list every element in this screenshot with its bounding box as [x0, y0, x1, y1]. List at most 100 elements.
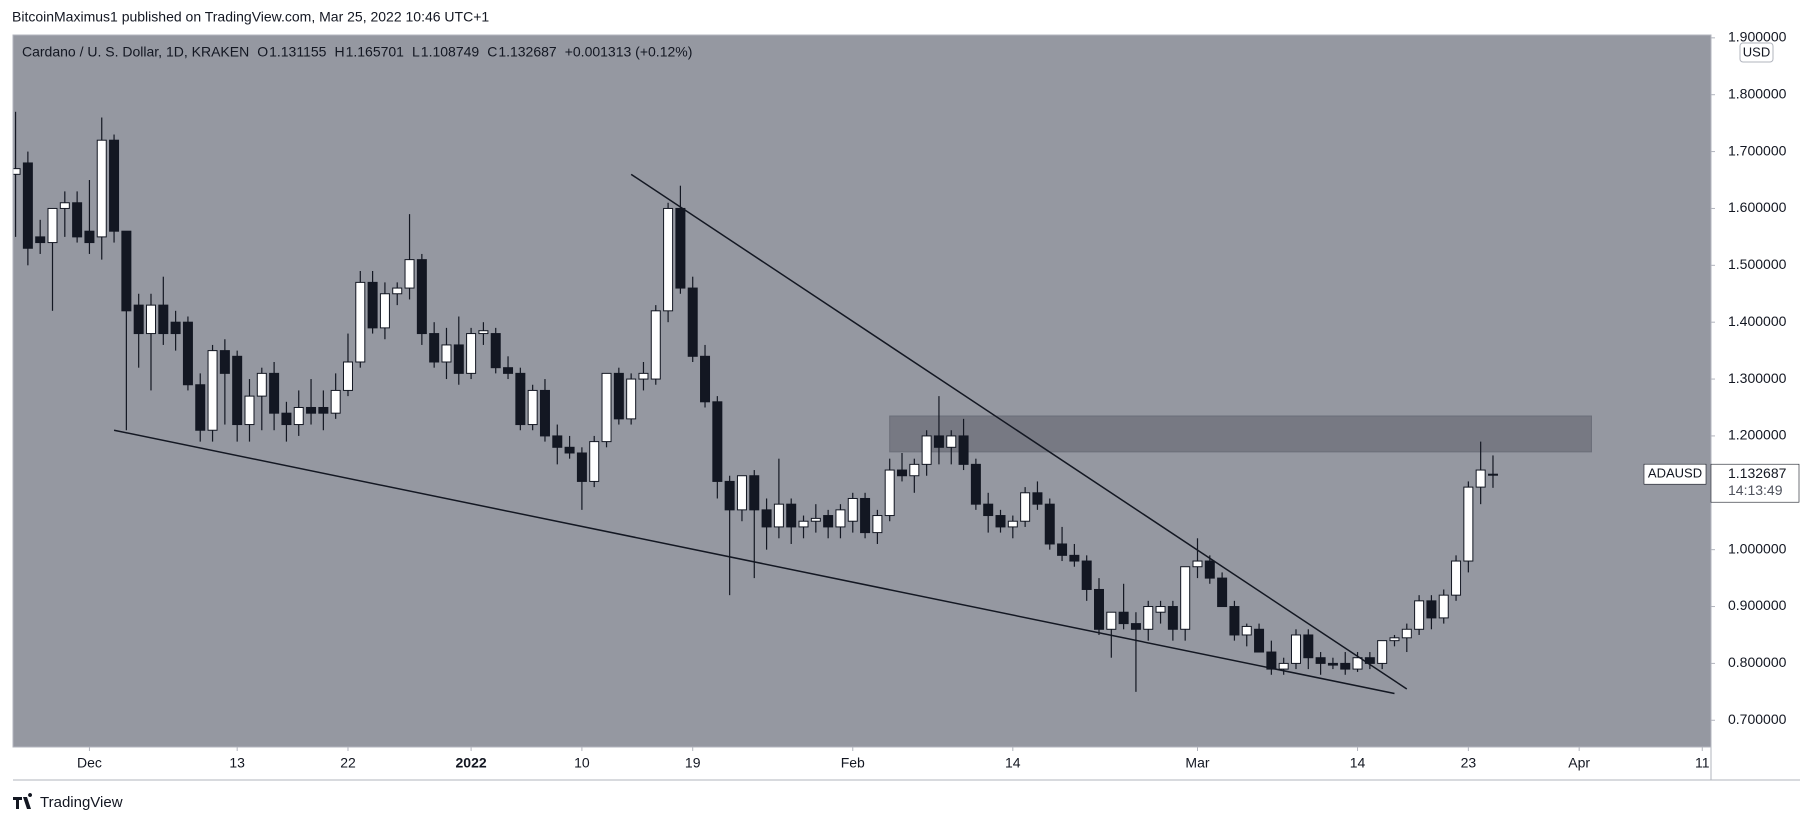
candle-body — [232, 355, 243, 426]
candle-body — [195, 384, 206, 431]
candle-body — [182, 321, 193, 386]
candle-body — [650, 310, 661, 380]
legend-ohlc-key: O — [257, 44, 268, 60]
y-tick-label: 1.300000 — [1728, 370, 1787, 386]
candle-body — [823, 515, 834, 528]
candle-body — [1426, 600, 1437, 619]
candle-body — [527, 389, 538, 426]
candle-body — [1315, 657, 1326, 664]
candle-body — [1032, 492, 1043, 505]
legend-ohlc-value: 1.132687 — [498, 44, 557, 60]
candle-body — [1451, 560, 1462, 596]
candle-body — [589, 441, 600, 482]
plot-border — [12, 34, 1712, 748]
candle-body — [921, 435, 932, 465]
candle-body — [478, 330, 489, 335]
candle-body — [552, 435, 563, 448]
candle-body — [700, 355, 711, 403]
candle-body — [1180, 566, 1191, 630]
candle-body — [59, 202, 70, 209]
candle-body — [503, 367, 514, 374]
trendline — [630, 173, 1408, 690]
y-tick-label: 1.900000 — [1728, 29, 1787, 45]
candle-body — [724, 480, 735, 511]
candle-body — [466, 333, 477, 374]
candle-body — [1401, 628, 1412, 639]
candle-body — [72, 202, 83, 238]
candle-body — [170, 321, 181, 335]
candle-body — [1327, 662, 1338, 666]
candle-body — [22, 162, 33, 249]
candle-body — [1094, 588, 1105, 630]
currency-label: USD — [1743, 44, 1770, 59]
x-tick-label: Feb — [841, 755, 865, 771]
candle-body — [1020, 492, 1031, 522]
y-tick-label: 1.600000 — [1728, 199, 1787, 215]
plot-background — [13, 35, 1711, 747]
candle-body — [355, 281, 366, 363]
trendline — [113, 429, 1395, 695]
candle-body — [441, 344, 452, 363]
x-tick-label: 2022 — [456, 755, 487, 771]
candle-body — [638, 372, 649, 380]
legend-ohlc-key: C — [487, 44, 497, 60]
candle-body — [601, 372, 612, 443]
candle-body — [884, 469, 895, 517]
candle-body — [810, 517, 821, 522]
candle-body — [269, 372, 280, 414]
x-tick-label: Dec — [77, 755, 102, 771]
legend-ohlc-value: 1.108749 — [421, 44, 480, 60]
candle-body — [84, 230, 95, 244]
candle-body — [576, 452, 587, 482]
candle-body — [47, 207, 58, 244]
candle-body — [1007, 520, 1018, 528]
y-tick-label: 0.800000 — [1728, 654, 1787, 670]
candle-body — [1106, 611, 1117, 630]
candle-body — [416, 259, 427, 335]
candle-body — [995, 515, 1006, 528]
x-tick-label: 23 — [1461, 755, 1477, 771]
candle-body — [1340, 662, 1351, 670]
candle-body — [318, 406, 329, 414]
candle-body — [687, 287, 698, 357]
candle-body — [675, 207, 686, 289]
x-tick-label: 22 — [340, 755, 356, 771]
candle-body — [1167, 606, 1178, 630]
candle-body — [798, 520, 809, 528]
candle-body — [1241, 625, 1252, 636]
candle-body — [1463, 486, 1474, 562]
candle-body — [1266, 651, 1277, 670]
candle-body — [1081, 560, 1092, 590]
x-tick-label: 11 — [1695, 755, 1710, 771]
candle-body — [515, 372, 526, 426]
candle-body — [539, 389, 550, 437]
candle-body — [35, 236, 46, 244]
currency-badge — [1739, 42, 1774, 63]
candle-body — [392, 287, 403, 295]
x-tick-label: Mar — [1185, 755, 1209, 771]
legend-ohlc-value: 1.165701 — [346, 44, 405, 60]
candle-body — [158, 304, 169, 335]
candle-body — [121, 230, 132, 312]
candle-body — [281, 412, 292, 426]
candle-body — [613, 372, 624, 420]
plot-area — [13, 35, 1711, 747]
candle-body — [1143, 606, 1154, 630]
candle-body — [1487, 473, 1498, 476]
candle-body — [1057, 543, 1068, 556]
x-tick-label: 19 — [685, 755, 701, 771]
candle-body — [1278, 662, 1289, 670]
candle-body — [429, 333, 440, 363]
legend-change: +0.001313 (+0.12%) — [565, 44, 693, 60]
y-tick-label: 1.700000 — [1728, 142, 1787, 158]
candle-body — [256, 372, 267, 397]
y-tick-label: 0.700000 — [1728, 711, 1787, 727]
candle-body — [1204, 560, 1215, 579]
candle-body — [860, 497, 871, 534]
last-price-label: 1.132687 — [1728, 465, 1787, 481]
candle-body — [453, 344, 464, 374]
brand-logo — [13, 793, 33, 809]
brand-icon — [13, 793, 33, 809]
candle-body — [1389, 637, 1400, 642]
candle-body — [1254, 628, 1265, 653]
